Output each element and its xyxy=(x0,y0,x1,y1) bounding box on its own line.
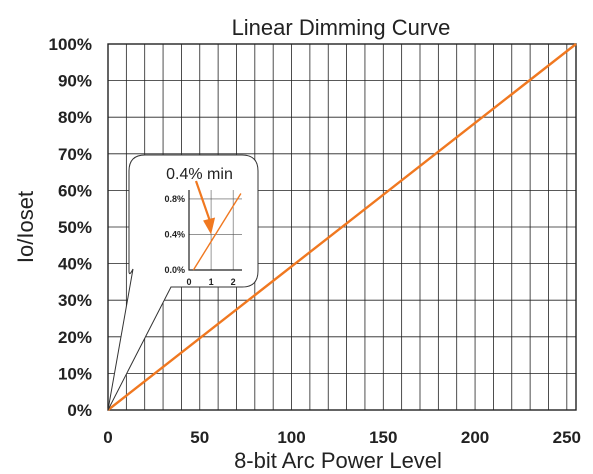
inset-annotation: 0.4% min xyxy=(166,166,233,183)
y-tick-label: 90% xyxy=(58,72,92,91)
inset-callout: 0.4% min 0.0% 0.4% 0.8% 0 1 2 xyxy=(107,154,259,411)
y-tick-label: 10% xyxy=(58,364,92,383)
series-layer xyxy=(107,43,577,411)
y-tick-label: 40% xyxy=(58,255,92,274)
y-tick-label: 50% xyxy=(58,218,92,237)
y-tick-labels: 0% 10% 20% 30% 40% 50% 60% 70% 80% 90% 100% xyxy=(49,35,92,420)
inset-y-tick-label: 0.0% xyxy=(164,265,185,275)
y-tick-label: 60% xyxy=(58,181,92,200)
grid-layer xyxy=(108,44,576,410)
x-tick-labels: 0 50 100 150 200 250 xyxy=(103,428,581,447)
inset-arrow-shaft xyxy=(194,180,212,222)
plot-frame xyxy=(107,43,577,411)
x-tick-label: 250 xyxy=(553,428,581,447)
inset-x-tick-label: 1 xyxy=(209,277,214,287)
x-axis-label: 8-bit Arc Power Level xyxy=(234,448,442,473)
inset-series-line xyxy=(192,193,242,271)
inset-axes xyxy=(188,190,242,271)
y-axis-label: Io/Ioset xyxy=(13,191,38,263)
x-tick-label: 0 xyxy=(103,428,112,447)
y-tick-label: 0% xyxy=(67,401,92,420)
x-tick-label: 150 xyxy=(369,428,397,447)
inset-x-tick-label: 0 xyxy=(186,277,191,287)
y-tick-label: 20% xyxy=(58,328,92,347)
y-tick-label: 70% xyxy=(58,145,92,164)
y-tick-label: 100% xyxy=(49,35,92,54)
x-tick-label: 200 xyxy=(461,428,489,447)
series-line xyxy=(107,43,577,411)
inset-arrow-head xyxy=(203,217,216,235)
inset-y-tick-label: 0.4% xyxy=(164,229,185,239)
chart-title: Linear Dimming Curve xyxy=(232,15,451,40)
callout-bubble xyxy=(107,154,259,411)
y-tick-label: 30% xyxy=(58,291,92,310)
x-tick-label: 100 xyxy=(277,428,305,447)
inset-y-tick-label: 0.8% xyxy=(164,194,185,204)
y-tick-label: 80% xyxy=(58,108,92,127)
x-tick-label: 50 xyxy=(190,428,209,447)
inset-x-tick-label: 2 xyxy=(231,277,236,287)
